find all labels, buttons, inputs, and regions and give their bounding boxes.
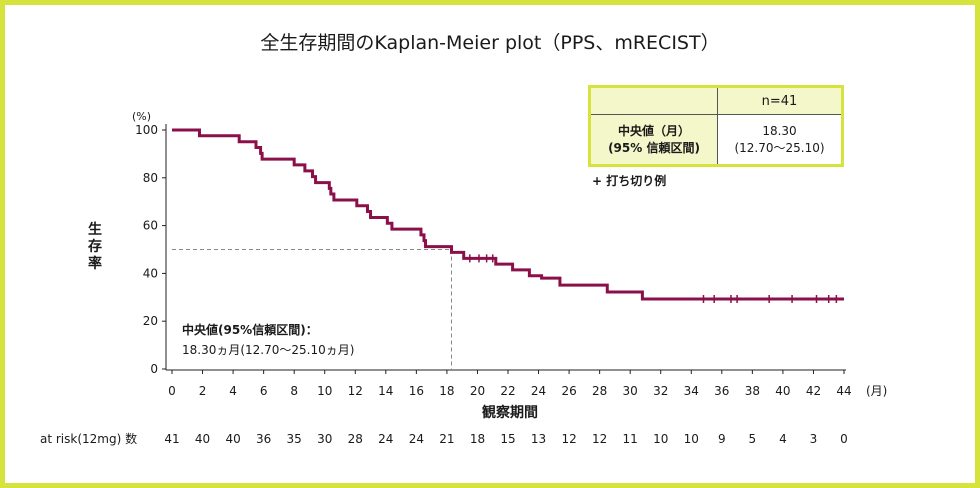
at-risk-value: 12 [592, 432, 607, 446]
at-risk-value: 40 [195, 432, 210, 446]
x-axis-label: 観察期間 [482, 405, 538, 421]
y-axis-label-char: 率 [88, 256, 102, 272]
censor-mark [710, 294, 719, 303]
x-tick-label: 44 [836, 384, 851, 398]
x-tick-label: 36 [714, 384, 729, 398]
x-tick-label: 2 [199, 384, 207, 398]
at-risk-value: 15 [500, 432, 515, 446]
censor-mark [788, 294, 797, 303]
at-risk-value: 4 [779, 432, 787, 446]
at-risk-value: 10 [653, 432, 668, 446]
censor-mark [765, 294, 774, 303]
censor-mark [699, 294, 708, 303]
censor-legend: + 打ち切り例 [592, 174, 667, 188]
y-axis-label-char: 存 [88, 239, 102, 255]
y-axis-label-char: 生 [88, 222, 102, 238]
y-tick-label: 0 [150, 362, 158, 376]
x-tick-label: 26 [561, 384, 576, 398]
stats-header-n: n=41 [717, 88, 841, 115]
median-annotation-line1: 中央値(95%信頼区間)： [182, 323, 318, 337]
at-risk-value: 40 [225, 432, 240, 446]
x-tick-label: 32 [653, 384, 668, 398]
chart-title: 全生存期間のKaplan-Meier plot（PPS、mRECIST） [260, 32, 720, 54]
stats-row-value-line2: (12.70〜25.10) [734, 140, 825, 155]
censor-mark [832, 294, 841, 303]
y-tick-label: 80 [143, 171, 158, 185]
x-tick-label: 0 [168, 384, 176, 398]
x-tick-label: 6 [260, 384, 268, 398]
at-risk-value: 21 [439, 432, 454, 446]
x-tick-label: 12 [348, 384, 363, 398]
survival-curve [172, 128, 844, 301]
y-unit-label: (%) [132, 110, 151, 123]
x-tick-label: 24 [531, 384, 546, 398]
x-tick-label: 16 [409, 384, 424, 398]
y-tick-label: 100 [135, 123, 158, 137]
at-risk-value: 28 [348, 432, 363, 446]
stats-row-label: 中央値（月） (95% 信頼区間) [591, 114, 718, 164]
stats-row-value-line1: 18.30 [762, 123, 797, 138]
censor-mark [488, 254, 497, 263]
censor-mark [824, 294, 833, 303]
x-tick-label: 22 [500, 384, 515, 398]
stats-table: n=41 中央値（月） (95% 信頼区間) 18.30 (12.70〜25.1… [588, 85, 844, 167]
censor-mark [812, 294, 821, 303]
censor-mark [733, 294, 742, 303]
stats-row-label-line1: 中央値（月） [617, 123, 690, 138]
at-risk-value: 3 [810, 432, 818, 446]
x-tick-label: 40 [775, 384, 790, 398]
x-tick-label: 42 [806, 384, 821, 398]
x-tick-label: 38 [745, 384, 760, 398]
censor-mark [474, 254, 483, 263]
at-risk-value: 36 [256, 432, 271, 446]
at-risk-value: 11 [623, 432, 638, 446]
x-tick-label: 30 [623, 384, 638, 398]
x-tick-label: 20 [470, 384, 485, 398]
at-risk-label: at risk(12mg) 数 [40, 432, 138, 446]
x-unit-label: (月) [866, 384, 887, 398]
x-tick-label: 28 [592, 384, 607, 398]
stats-row-label-line2: (95% 信頼区間) [608, 140, 700, 155]
at-risk-value: 35 [287, 432, 302, 446]
x-tick-label: 18 [439, 384, 454, 398]
y-axis-label: 生存率 [86, 222, 104, 273]
median-annotation: 中央値(95%信頼区間)： 18.30ヵ月(12.70〜25.10ヵ月) [182, 320, 354, 360]
at-risk-value: 24 [409, 432, 424, 446]
y-tick-label: 20 [143, 314, 158, 328]
at-risk-value: 13 [531, 432, 546, 446]
at-risk-value: 41 [164, 432, 179, 446]
x-tick-label: 10 [317, 384, 332, 398]
at-risk-value: 10 [684, 432, 699, 446]
marks [172, 128, 844, 369]
at-risk-value: 30 [317, 432, 332, 446]
at-risk-value: 24 [378, 432, 393, 446]
at-risk-value: 12 [561, 432, 576, 446]
stats-header-empty [591, 88, 718, 115]
x-tick-label: 8 [290, 384, 298, 398]
at-risk-value: 0 [840, 432, 848, 446]
stats-row-value: 18.30 (12.70〜25.10) [717, 114, 841, 164]
at-risk-value: 5 [749, 432, 757, 446]
x-tick-label: 4 [229, 384, 237, 398]
at-risk-value: 9 [718, 432, 726, 446]
y-tick-label: 40 [143, 266, 158, 280]
x-tick-label: 14 [378, 384, 393, 398]
y-tick-label: 60 [143, 219, 158, 233]
at-risk-value: 18 [470, 432, 485, 446]
median-annotation-line2: 18.30ヵ月(12.70〜25.10ヵ月) [182, 343, 355, 357]
x-tick-label: 34 [684, 384, 699, 398]
censor-mark [465, 254, 474, 263]
